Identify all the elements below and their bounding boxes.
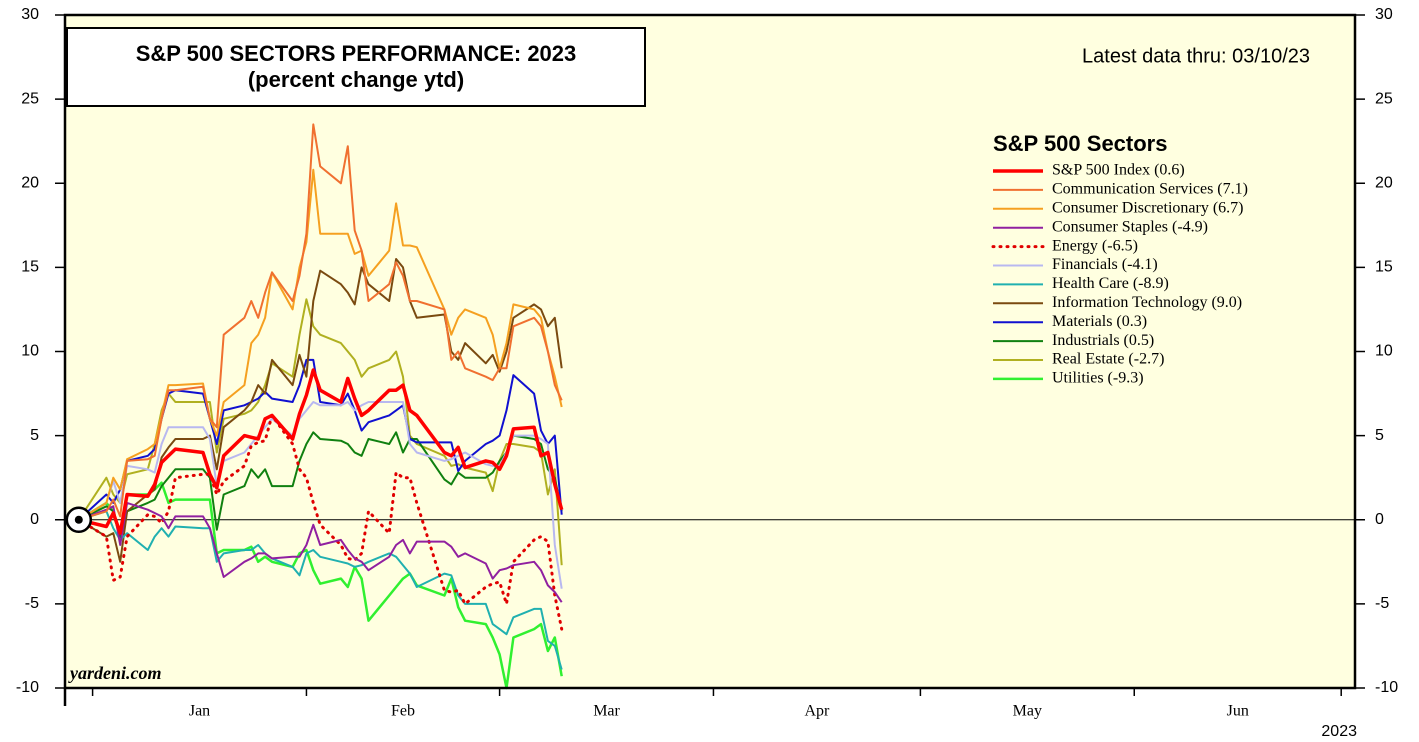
legend-label: Information Technology (9.0)	[1052, 294, 1242, 311]
series-line	[78, 168, 563, 521]
series-line	[77, 413, 564, 631]
y-tick-label: 25	[21, 90, 39, 107]
series-line	[78, 481, 563, 690]
series-line	[78, 431, 563, 541]
series-line	[78, 123, 563, 521]
y2-tick-label: 30	[1375, 6, 1393, 23]
y-tick-label: -5	[25, 595, 39, 612]
legend-label: Materials (0.3)	[1052, 313, 1147, 330]
plot-area	[65, 15, 1355, 688]
y2-tick-label: -5	[1375, 595, 1389, 612]
y2-tick-label: 20	[1375, 174, 1393, 191]
legend-label: Consumer Discretionary (6.7)	[1052, 199, 1244, 216]
x-tick-label: Feb	[391, 703, 415, 720]
y2-tick-label: 5	[1375, 427, 1384, 444]
legend-label: Utilities (-9.3)	[1052, 370, 1144, 387]
legend-label: S&P 500 Index (0.6)	[1052, 162, 1185, 179]
series-line	[78, 501, 563, 603]
x-tick-label: Jun	[1227, 703, 1249, 720]
title-box	[66, 27, 646, 107]
legend-label: Energy (-6.5)	[1052, 237, 1138, 254]
y-tick-label: 5	[30, 427, 39, 444]
legend-label: Consumer Staples (-4.9)	[1052, 218, 1208, 235]
y-tick-label: 30	[21, 6, 39, 23]
source: yardeni.com	[68, 663, 162, 683]
y2-tick-label: -10	[1375, 679, 1398, 696]
legend-label: Communication Services (7.1)	[1052, 181, 1248, 198]
x-tick-label: Jan	[189, 703, 210, 720]
chart-subtitle: (percent change ytd)	[248, 67, 464, 92]
chart-title: S&P 500 SECTORS PERFORMANCE: 2023	[136, 41, 577, 66]
y-tick-label: 20	[21, 174, 39, 191]
legend-label: Financials (-4.1)	[1052, 256, 1158, 273]
y-tick-label: 15	[21, 259, 39, 276]
series-line	[78, 258, 563, 563]
year-label: 2023	[1321, 723, 1357, 740]
annotation: Latest data thru: 03/10/23	[1082, 45, 1310, 67]
y2-tick-label: 15	[1375, 259, 1393, 276]
x-tick-label: Mar	[593, 703, 620, 720]
y-tick-label: 0	[30, 511, 39, 528]
y-tick-label: -10	[16, 679, 39, 696]
y-tick-label: 10	[21, 343, 39, 360]
x-tick-label: Apr	[804, 703, 830, 720]
legend-label: Health Care (-8.9)	[1052, 275, 1169, 292]
legend-label: Real Estate (-2.7)	[1052, 351, 1164, 368]
legend-label: Industrials (0.5)	[1052, 332, 1154, 349]
y2-tick-label: 25	[1375, 90, 1393, 107]
y2-tick-label: 0	[1375, 511, 1384, 528]
series-line	[78, 510, 563, 670]
y2-tick-label: 10	[1375, 343, 1393, 360]
start-marker-dot	[74, 515, 83, 524]
x-tick-label: May	[1013, 703, 1042, 720]
legend-title: S&P 500 Sectors	[993, 131, 1167, 156]
series-line	[78, 368, 564, 535]
